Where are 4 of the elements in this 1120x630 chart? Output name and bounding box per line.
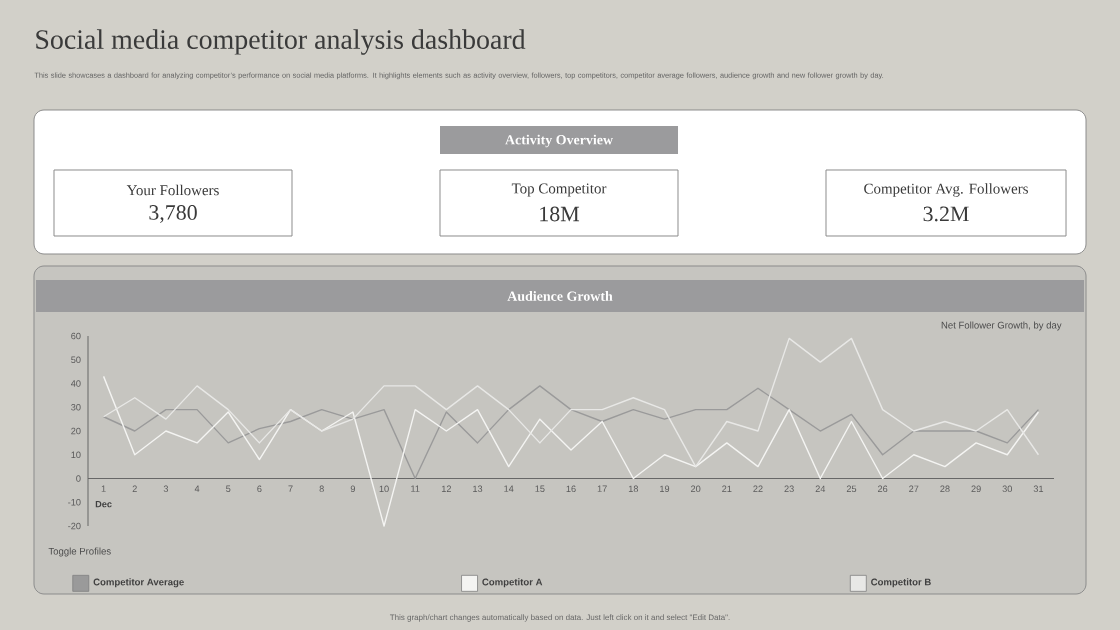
text: 3.2M [923, 206, 969, 222]
text: 3,780 [149, 205, 197, 223]
text: Social media competitor analysis dashboard [36, 29, 526, 55]
text: 18M [540, 206, 580, 222]
